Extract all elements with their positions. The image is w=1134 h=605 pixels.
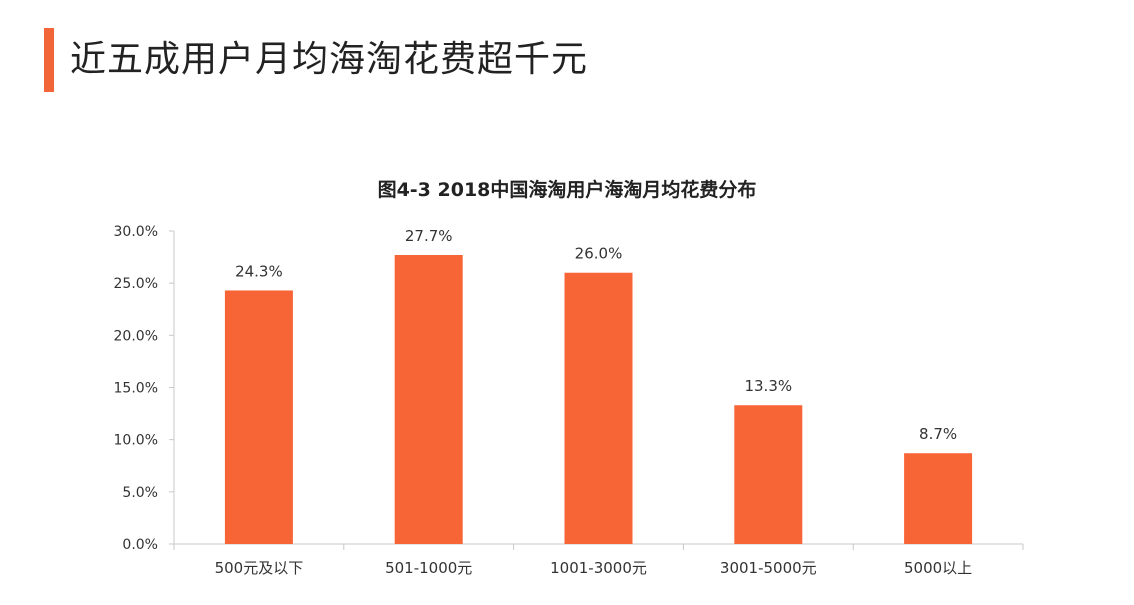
x-tick-label: 1001-3000元 xyxy=(550,559,647,577)
bar xyxy=(394,254,463,544)
y-tick-label: 5.0% xyxy=(122,485,158,501)
y-tick-label: 30.0% xyxy=(114,224,158,240)
y-tick-label: 15.0% xyxy=(114,381,158,397)
data-label: 24.3% xyxy=(235,262,283,280)
data-label: 8.7% xyxy=(919,425,957,443)
x-tick-label: 5000以上 xyxy=(904,559,972,577)
x-tick-label: 500元及以下 xyxy=(215,559,304,577)
bar xyxy=(904,453,973,544)
y-tick-label: 25.0% xyxy=(114,276,158,292)
x-tick-label: 501-1000元 xyxy=(385,559,472,577)
data-label: 27.7% xyxy=(405,227,453,245)
bar xyxy=(224,290,293,544)
page-headline: 近五成用户月均海淘花费超千元 xyxy=(70,39,589,80)
bar xyxy=(734,405,803,544)
y-tick-label: 10.0% xyxy=(114,433,158,449)
data-label: 26.0% xyxy=(575,245,623,263)
data-label: 13.3% xyxy=(744,377,792,395)
bar xyxy=(564,272,633,544)
y-tick-label: 20.0% xyxy=(114,328,158,344)
accent-bar xyxy=(44,28,54,92)
y-tick-label: 0.0% xyxy=(122,537,158,553)
chart-title: 图4-3 2018中国海淘用户海淘月均花费分布 xyxy=(378,178,757,201)
x-tick-label: 3001-5000元 xyxy=(720,559,817,577)
